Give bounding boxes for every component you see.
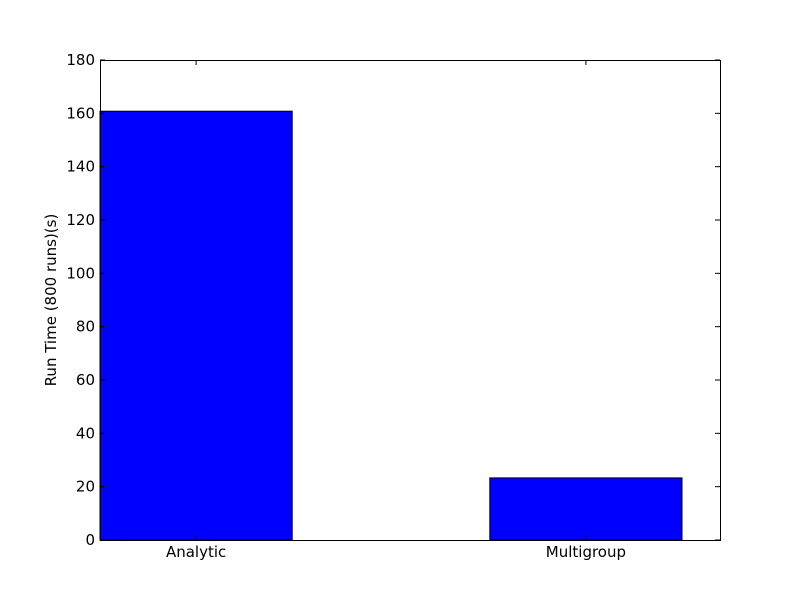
plot-frame: [100, 60, 721, 541]
bar-multigroup: [489, 477, 683, 541]
y-tick-label: 140: [66, 158, 95, 176]
y-tick-label: 20: [76, 478, 95, 496]
y-tick-label: 100: [66, 264, 95, 282]
y-tick-label: 180: [66, 51, 95, 69]
y-tick-label: 60: [76, 371, 95, 389]
x-axis-ticks: Analytic Multigroup: [166, 60, 626, 561]
bar-analytic: [99, 110, 293, 541]
bars-group: [99, 110, 683, 541]
y-tick-label: 0: [85, 531, 95, 549]
y-tick-label: 40: [76, 424, 95, 442]
y-axis-ticks: 0 20 40 60 80 100 120 140 160 180: [66, 51, 720, 549]
y-tick-label: 160: [66, 104, 95, 122]
y-tick-label: 80: [76, 318, 95, 336]
y-axis-label: Run Time (800 runs)(s): [42, 214, 60, 387]
x-tick-label: Multigroup: [546, 543, 626, 561]
x-tick-label: Analytic: [166, 543, 226, 561]
y-tick-label: 120: [66, 211, 95, 229]
